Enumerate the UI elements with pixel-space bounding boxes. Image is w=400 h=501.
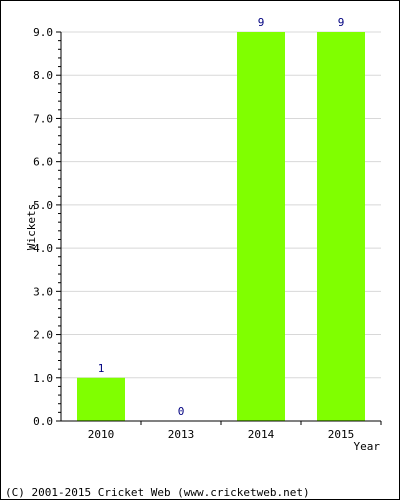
y-tick-label: 9.0 (33, 26, 53, 39)
grid-lines (61, 31, 381, 379)
copyright-footer: (C) 2001-2015 Cricket Web (www.cricketwe… (5, 486, 310, 499)
y-tick-label: 7.0 (33, 112, 53, 125)
data-label: 0 (178, 405, 185, 418)
x-tick-label: 2010 (88, 428, 115, 441)
y-tick-label: 6.0 (33, 156, 53, 169)
x-tick-label: 2014 (248, 428, 275, 441)
y-tick-label: 8.0 (33, 69, 53, 82)
bar (237, 32, 285, 421)
y-tick-label: 5.0 (33, 199, 53, 212)
y-tick-label: 1.0 (33, 372, 53, 385)
x-axis-title: Year (354, 440, 381, 453)
y-tick-label: 0.0 (33, 415, 53, 428)
bars (77, 32, 365, 421)
bar (77, 377, 125, 421)
y-tick-label: 4.0 (33, 242, 53, 255)
data-label: 9 (338, 16, 345, 29)
bar (317, 32, 365, 421)
data-label: 9 (258, 16, 265, 29)
y-axis-title: Wickets (25, 204, 38, 250)
axes (56, 31, 382, 425)
y-tick-label: 2.0 (33, 329, 53, 342)
x-tick-label: 2013 (168, 428, 195, 441)
x-tick-label: 2015 (328, 428, 355, 441)
y-tick-label: 3.0 (33, 285, 53, 298)
labels: 0.0 1.0 2.0 3.0 4.0 5.0 6.0 7.0 8.0 9.0 1 2010 0 2013… (33, 16, 354, 441)
data-label: 1 (98, 362, 105, 375)
